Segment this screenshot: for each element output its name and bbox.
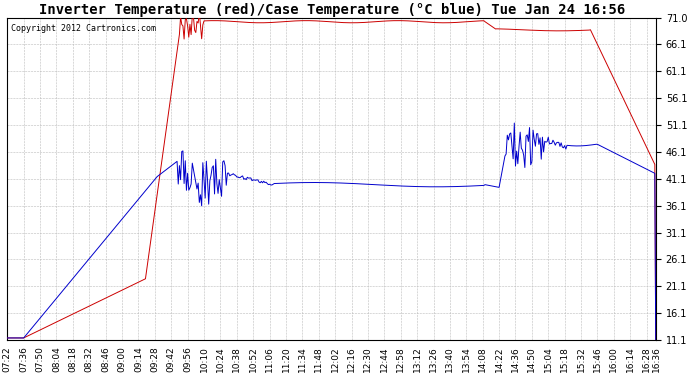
Text: Copyright 2012 Cartronics.com: Copyright 2012 Cartronics.com bbox=[10, 24, 155, 33]
Title: Inverter Temperature (red)/Case Temperature (°C blue) Tue Jan 24 16:56: Inverter Temperature (red)/Case Temperat… bbox=[39, 3, 624, 17]
